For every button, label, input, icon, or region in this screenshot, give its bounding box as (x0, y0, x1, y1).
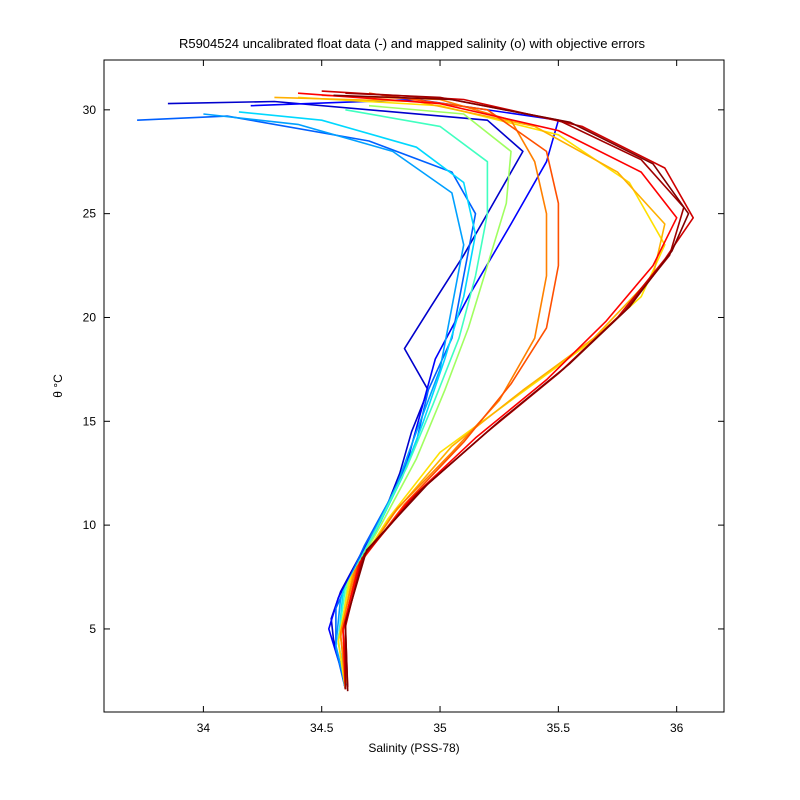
y-axis-label: θ °C (51, 374, 65, 398)
y-tick-label-0: 5 (89, 622, 96, 636)
series-line-11 (342, 92, 560, 688)
y-tick-label-1: 10 (83, 518, 97, 532)
y-tick-label-5: 30 (83, 103, 97, 117)
x-tick-label-2: 35 (433, 721, 447, 735)
series-line-6 (337, 109, 489, 690)
x-tick-label-4: 36 (670, 721, 684, 735)
y-tick-label-3: 20 (83, 310, 97, 324)
series-line-8 (297, 96, 666, 690)
axes-frame (103, 59, 725, 713)
series-group (137, 90, 695, 692)
x-tick-label-0: 34 (197, 721, 211, 735)
plot-area: 34 34.5 35 35.5 36 5 10 15 20 25 30 (83, 59, 725, 735)
series-line-4 (203, 113, 465, 686)
x-ticks: 34 34.5 35 35.5 36 (197, 60, 684, 735)
series-line-12 (297, 92, 678, 690)
y-tick-label-2: 15 (83, 414, 97, 428)
chart-title: R5904524 uncalibrated float data (-) and… (179, 36, 646, 51)
plot-background (104, 60, 724, 712)
series-line-5 (238, 111, 477, 688)
y-ticks: 5 10 15 20 25 30 (83, 103, 724, 636)
x-tick-label-3: 35.5 (547, 721, 571, 735)
series-line-15 (333, 94, 690, 692)
y-tick-label-4: 25 (83, 207, 97, 221)
x-axis-label: Salinity (PSS-78) (368, 741, 459, 755)
series-line-9 (274, 96, 666, 688)
x-tick-label-1: 34.5 (310, 721, 334, 735)
series-line-7 (339, 104, 512, 688)
